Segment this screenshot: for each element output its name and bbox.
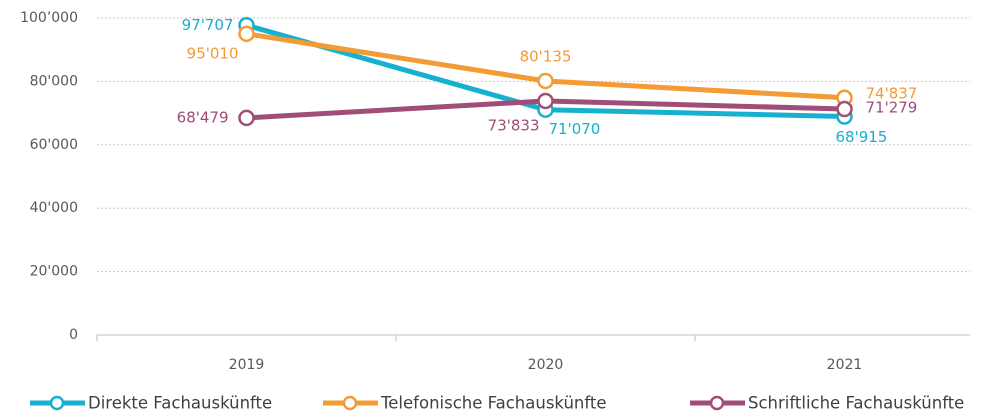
legend-label: Schriftliche Fachauskünfte xyxy=(748,394,964,413)
legend-marker xyxy=(342,395,358,411)
y-tick-label: 80'000 xyxy=(30,73,78,89)
value-label: 71'070 xyxy=(549,120,601,138)
legend-marker xyxy=(49,395,65,411)
y-tick-label: 20'000 xyxy=(30,264,78,280)
value-label: 95'010 xyxy=(187,44,239,62)
x-tick-label: 2020 xyxy=(528,357,564,373)
y-tick-label: 100’000 xyxy=(20,10,78,26)
value-label: 97'707 xyxy=(182,16,234,34)
value-label: 68'479 xyxy=(177,108,229,126)
point xyxy=(238,25,255,43)
y-tick-label: 0 xyxy=(69,327,78,343)
value-label: 68'915 xyxy=(836,128,888,146)
y-tick-label: 60'000 xyxy=(30,137,78,153)
point xyxy=(238,109,255,127)
value-label: 80'135 xyxy=(520,47,572,65)
point xyxy=(537,72,554,90)
point xyxy=(537,92,554,110)
value-label: 71'279 xyxy=(866,99,918,117)
legend-label: Direkte Fachauskünfte xyxy=(88,394,272,413)
point xyxy=(836,100,853,118)
value-label: 74'837 xyxy=(866,84,918,102)
x-tick-label: 2019 xyxy=(229,357,265,373)
legend-label: Telefonische Fachauskünfte xyxy=(380,394,607,413)
value-label: 73'833 xyxy=(488,116,540,134)
y-tick-label: 40'000 xyxy=(30,200,78,216)
x-tick-label: 2021 xyxy=(827,357,863,373)
legend-marker xyxy=(709,395,725,411)
